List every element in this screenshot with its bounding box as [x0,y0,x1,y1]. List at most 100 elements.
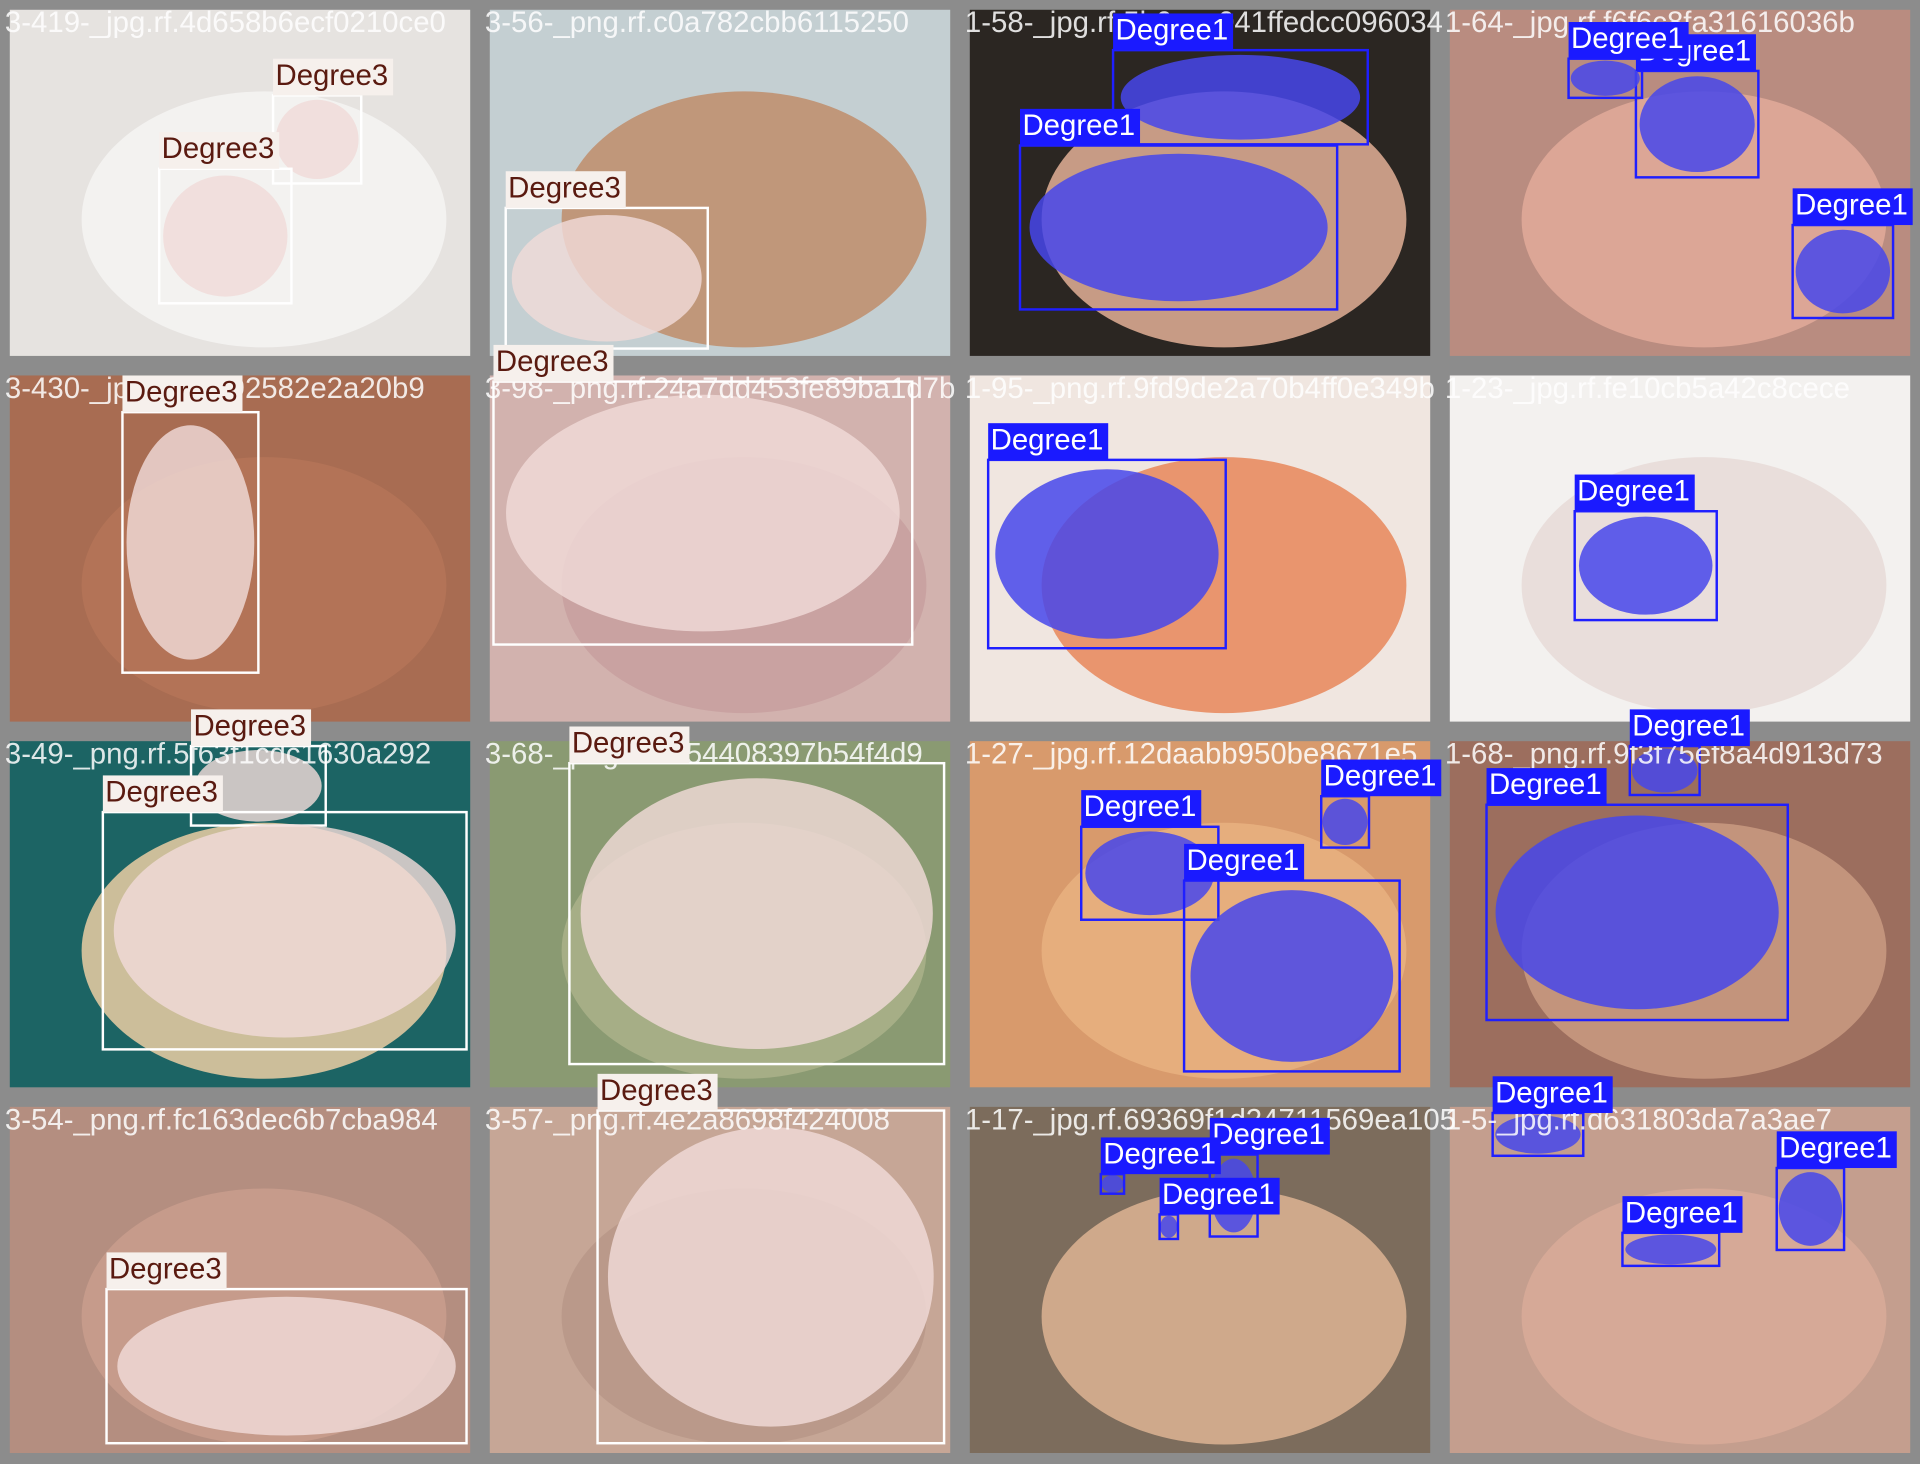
detection-label: Degree3 [159,132,280,169]
class-label: Degree3 [496,345,609,378]
segmentation-mask [1029,153,1328,302]
bounding-box [1621,1231,1721,1268]
detection-label: Degree1 [1568,22,1689,59]
label-background [1622,1196,1743,1233]
class-label: Degree1 [1022,109,1135,142]
segmentation-mask [126,425,255,660]
label-background [122,375,243,413]
detection-label: Degree1 [988,423,1109,460]
segmentation-mask [506,394,900,632]
segmentation-mask [1190,890,1394,1062]
segmentation-mask [1322,798,1368,846]
label-background [1209,1117,1330,1155]
image-filename: 1-95-_png.rf.9fd9de2a70b4ff0e349b [965,372,1435,405]
label-background [1159,1177,1280,1215]
detection-label: Degree3 [191,709,312,747]
detection-label: Degree1 [1486,768,1607,805]
segmentation-mask [607,1127,934,1427]
label-background [1568,22,1689,59]
segmentation-mask [195,750,322,822]
segmentation-mask [580,778,933,1050]
detection-label: Degree1 [1113,13,1234,51]
label-background [493,344,614,382]
detection-label: Degree3 [273,58,394,96]
class-label: Degree1 [991,423,1104,456]
segmentation-mask [163,175,288,297]
segmentation-mask [1578,516,1713,615]
class-label: Degree3 [125,376,238,409]
class-label: Degree1 [1324,760,1437,793]
segmentation-mask [1085,831,1215,916]
detection-label: Degree1 [1100,1137,1221,1175]
detection-label: Degree3 [597,1073,718,1111]
class-label: Degree1 [1625,1196,1738,1229]
label-background [1100,1137,1221,1175]
segmentation-mask [1639,76,1755,173]
detection-label: Degree3 [106,1252,227,1290]
segmentation-mask [1778,1172,1843,1246]
segmentation-mask [117,1296,456,1436]
bounding-box [568,761,946,1066]
segmentation-mask [275,99,359,180]
detection-label: Degree1 [1209,1117,1330,1155]
detection-label: Degree3 [569,726,690,764]
segmentation-mask [1570,60,1640,96]
label-background [273,58,394,96]
image-filename: 3-419-_jpg.rf.4d658b6ecf0210ce0 [5,6,446,39]
segmentation-mask [1160,1215,1178,1238]
class-label: Degree1 [1116,14,1229,47]
bounding-box [596,1109,946,1445]
detection-label: Degree1 [1792,188,1913,226]
image-filename: 1-23-_jpg.rf.fe10cb5a42c8cece [1445,372,1850,405]
detection-label: Degree1 [1622,1196,1743,1233]
label-background [106,1252,227,1290]
label-background [1113,13,1234,51]
image-filename: 3-54-_png.rf.fc163dec6b7cba984 [5,1103,438,1136]
detection-label: Degree1 [1159,1177,1280,1215]
class-label: Degree3 [193,709,306,742]
label-background [597,1073,718,1111]
image-filename: 3-68-_png.rf.ab54408397b54f4d9 [485,738,923,771]
label-background [191,709,312,747]
label-background [1081,790,1202,827]
class-label: Degree1 [1632,709,1745,742]
class-label: Degree1 [1779,1131,1892,1164]
label-background [1184,843,1305,881]
segmentation-mask [1495,815,1779,1010]
tile-subject [1521,1188,1887,1445]
class-label: Degree3 [162,132,275,165]
label-background [1492,1076,1613,1113]
class-label: Degree3 [508,171,621,204]
class-label: Degree1 [1571,22,1684,55]
class-label: Degree1 [1489,768,1602,801]
detection-label: Degree1 [1081,790,1202,827]
detection-label: Degree1 [1574,474,1695,512]
class-label: Degree3 [600,1074,713,1107]
detection-label: Degree3 [122,375,243,413]
class-label: Degree1 [1212,1118,1325,1151]
class-label: Degree3 [105,776,218,809]
label-background [102,775,223,813]
detection-label: Degree1 [1492,1076,1613,1113]
label-background [988,423,1109,460]
segmentation-mask [1101,1175,1124,1193]
segmentation-mask [1120,54,1361,140]
segmentation-mask [995,469,1219,639]
class-label: Degree1 [1187,844,1300,877]
detection-label: Degree3 [505,171,626,208]
bounding-box [1485,803,1789,1022]
label-background [1486,768,1607,805]
image-filename: 3-56-_png.rf.c0a782cbb6115250 [485,6,909,39]
label-background [1792,188,1913,226]
segmentation-mask [1631,748,1698,793]
bounding-box [1018,144,1339,311]
label-background [1574,474,1695,512]
class-label: Degree3 [109,1253,222,1286]
detection-label: Degree3 [102,775,223,813]
bounding-box [105,1287,468,1445]
detection-label: Degree1 [1629,709,1750,747]
bounding-box [492,380,914,646]
bounding-box [1099,1172,1126,1195]
label-background [1020,108,1141,146]
label-background [569,726,690,764]
